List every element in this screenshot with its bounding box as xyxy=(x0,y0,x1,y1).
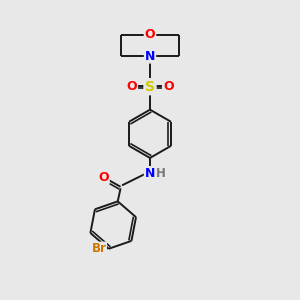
Text: S: S xyxy=(145,80,155,94)
Text: O: O xyxy=(145,28,155,41)
Text: O: O xyxy=(126,80,137,93)
Text: Br: Br xyxy=(92,242,106,255)
Text: O: O xyxy=(163,80,174,93)
Text: N: N xyxy=(145,50,155,63)
Text: N: N xyxy=(145,167,155,180)
Text: O: O xyxy=(98,171,109,184)
Text: H: H xyxy=(156,167,166,180)
